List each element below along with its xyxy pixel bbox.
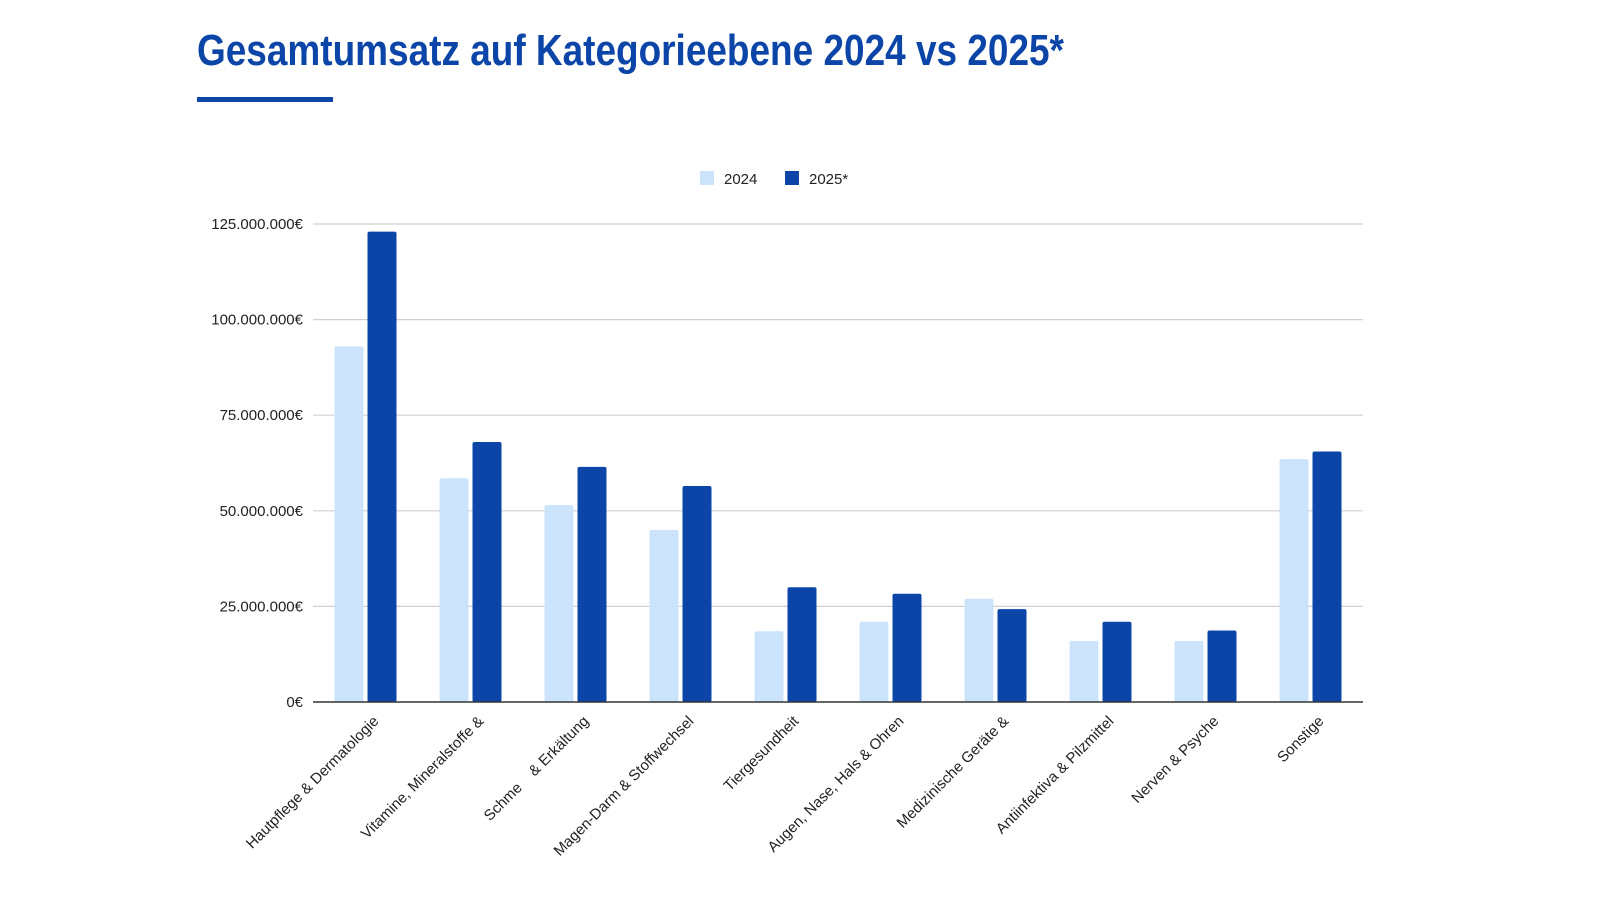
bar-2024-5	[860, 622, 889, 702]
x-category-label: Medizinische Geräte &	[894, 713, 1013, 832]
bar-2025-4	[788, 587, 817, 702]
y-tick-label: 50.000.000€	[220, 503, 304, 520]
bar-2024-6	[965, 599, 994, 702]
bar-2024-9	[1280, 459, 1309, 702]
x-category-label: Sonstige	[1274, 713, 1327, 766]
bar-2025-6	[998, 609, 1027, 702]
gridlines	[313, 224, 1363, 606]
legend-label: 2025*	[809, 171, 848, 188]
legend-swatch	[700, 171, 714, 185]
bar-2025-7	[1103, 622, 1132, 702]
x-category-label: Nerven & Psyche	[1128, 713, 1222, 807]
bar-2025-8	[1208, 630, 1237, 702]
x-category-label: Vitamine, Mineralstoffe &	[358, 713, 488, 843]
x-category-label: Tiergesundheit	[721, 712, 803, 794]
bar-2024-2	[545, 505, 574, 702]
bar-2025-3	[683, 486, 712, 702]
legend: 2024 2025*	[700, 171, 848, 188]
y-tick-label: 0€	[286, 694, 303, 711]
bar-2024-4	[755, 631, 784, 702]
y-tick-label: 75.000.000€	[220, 407, 304, 424]
x-category-label: Schme & Erkältung	[481, 713, 593, 825]
bar-2024-3	[650, 530, 679, 702]
bar-2025-0	[368, 232, 397, 702]
bar-2025-9	[1313, 452, 1342, 702]
bars	[335, 232, 1342, 702]
bar-2025-1	[473, 442, 502, 702]
y-tick-label: 25.000.000€	[220, 598, 304, 615]
bar-2024-8	[1175, 641, 1204, 702]
y-tick-label: 100.000.000€	[211, 312, 303, 329]
x-category-label: Antiinfektiva & Pilzmittel	[993, 713, 1118, 838]
bar-2025-5	[893, 594, 922, 702]
y-tick-label: 125.000.000€	[211, 216, 303, 233]
bar-2025-2	[578, 467, 607, 702]
y-axis-ticks: 0€ 25.000.000€ 50.000.000€ 75.000.000€ 100.0…	[211, 216, 303, 711]
legend-label: 2024	[724, 171, 757, 188]
bar-2024-7	[1070, 641, 1099, 702]
bar-2024-0	[335, 346, 364, 702]
bar-2024-1	[440, 478, 469, 702]
legend-swatch	[785, 171, 799, 185]
